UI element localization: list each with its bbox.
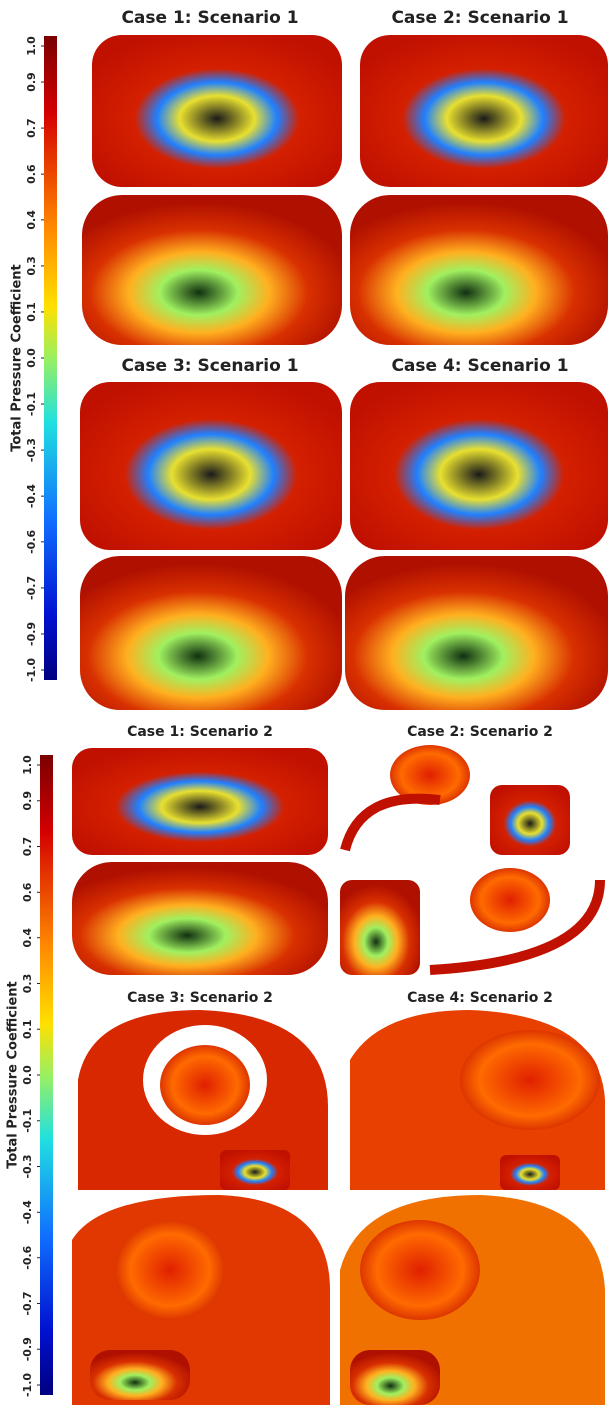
colorbar-tick-label: -0.3 xyxy=(25,438,38,462)
colorbar-tick-label: -0.6 xyxy=(25,529,38,553)
flow-image xyxy=(360,35,608,187)
colorbar xyxy=(40,755,53,1395)
flow-image xyxy=(80,556,342,710)
flow-image xyxy=(345,745,570,855)
colorbar-tick-label: 0.4 xyxy=(21,928,34,948)
colorbar-tick-label: 0.7 xyxy=(21,837,34,857)
colorbar-tick-label: 0.9 xyxy=(25,72,38,92)
panel-title: Case 1: Scenario 2 xyxy=(127,724,273,740)
flow-image xyxy=(72,862,328,975)
colorbar xyxy=(44,36,57,680)
colorbar-tick-label: 0.0 xyxy=(25,348,38,368)
colorbar-tick-label: -0.9 xyxy=(25,622,38,646)
colorbar-label: Total Pressure Coefficient xyxy=(10,264,25,452)
flow-image xyxy=(350,195,608,345)
colorbar-tick-label: -0.6 xyxy=(21,1245,34,1269)
page: {"sections": [ {"titles": ["Case 1: Scen… xyxy=(0,0,609,1414)
flow-image xyxy=(340,1195,605,1405)
panel-title: Case 2: Scenario 1 xyxy=(391,8,568,28)
colorbar-tick-label: -0.4 xyxy=(21,1200,34,1224)
colorbar-tick-label: -0.1 xyxy=(25,392,38,416)
colorbar-tick-label: 0.9 xyxy=(21,791,34,811)
flow-image xyxy=(72,748,328,855)
flow-image xyxy=(72,1195,330,1405)
flow-image xyxy=(92,35,342,187)
colorbar-tick-label: 0.0 xyxy=(21,1065,34,1085)
flow-image xyxy=(80,382,342,550)
flow-image xyxy=(82,195,342,345)
colorbar-tick-label: -1.0 xyxy=(21,1373,34,1397)
colorbar-tick-label: 0.6 xyxy=(25,164,38,184)
colorbar-tick-label: -0.9 xyxy=(21,1337,34,1361)
colorbar-tick-label: 0.1 xyxy=(21,1019,34,1039)
colorbar-tick-label: 0.3 xyxy=(21,974,34,994)
colorbar-tick-label: 1.0 xyxy=(21,755,34,775)
colorbar-label: Total Pressure Coefficient xyxy=(6,981,21,1169)
panel-title: Case 1: Scenario 1 xyxy=(121,8,298,28)
colorbar-tick-label: 0.4 xyxy=(25,210,38,230)
colorbar-tick-label: 0.7 xyxy=(25,118,38,138)
colorbar-tick-label: -0.7 xyxy=(21,1291,34,1315)
figure: Case 1: Scenario 1 Case 2: Scenario 1 Case… xyxy=(0,0,609,1414)
colorbar-tick-label: 1.0 xyxy=(25,36,38,56)
flow-image xyxy=(340,868,600,975)
colorbar-tick-label: -0.4 xyxy=(25,484,38,508)
panel-title: Case 3: Scenario 2 xyxy=(127,990,273,1006)
colorbar-tick-label: -1.0 xyxy=(25,658,38,682)
panel-title: Case 4: Scenario 2 xyxy=(407,990,553,1006)
colorbar-tick-label: 0.3 xyxy=(25,256,38,276)
colorbar-tick-label: -0.7 xyxy=(25,576,38,600)
flow-image xyxy=(78,1010,328,1190)
panel-title: Case 3: Scenario 1 xyxy=(121,356,298,376)
panel-title: Case 4: Scenario 1 xyxy=(391,356,568,376)
flow-image xyxy=(350,382,608,550)
visualization-panels xyxy=(72,35,608,1405)
colorbar-tick-label: -0.3 xyxy=(21,1154,34,1178)
colorbar-tick-label: 0.1 xyxy=(25,302,38,322)
flow-image xyxy=(350,1010,605,1190)
panel-title: Case 2: Scenario 2 xyxy=(407,724,553,740)
flow-image xyxy=(345,556,608,710)
colorbar-tick-label: -0.1 xyxy=(21,1109,34,1133)
colorbar-tick-label: 0.6 xyxy=(21,882,34,902)
